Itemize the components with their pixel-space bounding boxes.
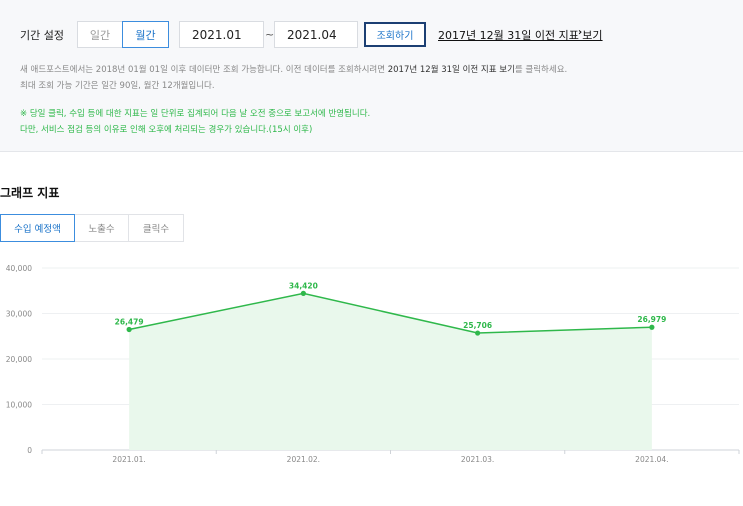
range-separator: ~: [265, 28, 275, 41]
y-tick-label: 20,000: [6, 355, 32, 364]
tab-impressions[interactable]: 노출수: [74, 214, 129, 242]
y-tick-label: 40,000: [6, 264, 32, 273]
start-date-input[interactable]: 2021.01: [179, 21, 264, 48]
notice-link-text: 2017년 12월 31일 이전 지표 보기: [387, 65, 515, 75]
series-line: [128, 292, 652, 334]
x-tick-label: 2021.02.: [287, 455, 320, 464]
search-button[interactable]: 조회하기: [364, 22, 426, 47]
notice-maintenance: 다만, 서비스 점검 등의 이유로 인해 오후에 처리되는 경우가 있습니다.(…: [20, 125, 313, 135]
revenue-chart: 0 10,000 20,000 30,000 40,000 26,479 2021.01. 3…: [6, 264, 740, 464]
data-point: [475, 330, 481, 336]
monthly-toggle[interactable]: 월간: [122, 21, 169, 48]
y-tick-label: 30,000: [6, 310, 32, 319]
notice-daily-aggregation: ※ 당일 클릭, 수입 등에 대한 지표는 일 단위로 집계되어 다음 날 오전…: [20, 109, 371, 119]
notice-text: 새 애드포스트에서는 2018년 01월 01일 이후 데이터만 조회 가능합니…: [20, 65, 388, 75]
section-title: 그래프 지표: [0, 186, 60, 200]
x-tick-label: 2021.03.: [461, 455, 494, 464]
notice-data-range: 새 애드포스트에서는 2018년 01월 01일 이후 데이터만 조회 가능합니…: [20, 63, 567, 75]
data-point: [649, 324, 655, 330]
end-date-input[interactable]: 2021.04: [274, 21, 358, 48]
x-tick-label: 2021.01.: [112, 455, 145, 464]
notice-text: 를 클릭하세요.: [514, 65, 568, 75]
data-point: [126, 326, 132, 333]
data-label: 26,979: [637, 315, 666, 324]
y-tick-label: 0: [27, 446, 32, 455]
data-point: [300, 290, 306, 296]
notice-max-period: 최대 조회 가능 기간은 일간 90일, 월간 12개월입니다.: [20, 81, 215, 91]
x-tick-label: 2021.04.: [635, 455, 668, 464]
series-area: [129, 293, 652, 450]
data-label: 26,479: [115, 318, 144, 327]
tab-clicks[interactable]: 클릭수: [128, 214, 184, 242]
data-label: 34,420: [289, 281, 318, 290]
tab-revenue[interactable]: 수입 예정액: [0, 214, 75, 242]
data-label: 25,706: [463, 321, 492, 330]
y-tick-label: 10,000: [6, 401, 32, 410]
daily-toggle[interactable]: 일간: [77, 21, 123, 48]
previous-metrics-link[interactable]: 2017년 12월 31일 이전 지표 보기: [438, 29, 603, 42]
filter-panel: 기간 설정 일간 월간 2021.01 ~ 2021.04 조회하기 2017년…: [0, 0, 743, 152]
chevron-right-icon[interactable]: ›: [578, 27, 583, 38]
period-label: 기간 설정: [20, 29, 64, 42]
